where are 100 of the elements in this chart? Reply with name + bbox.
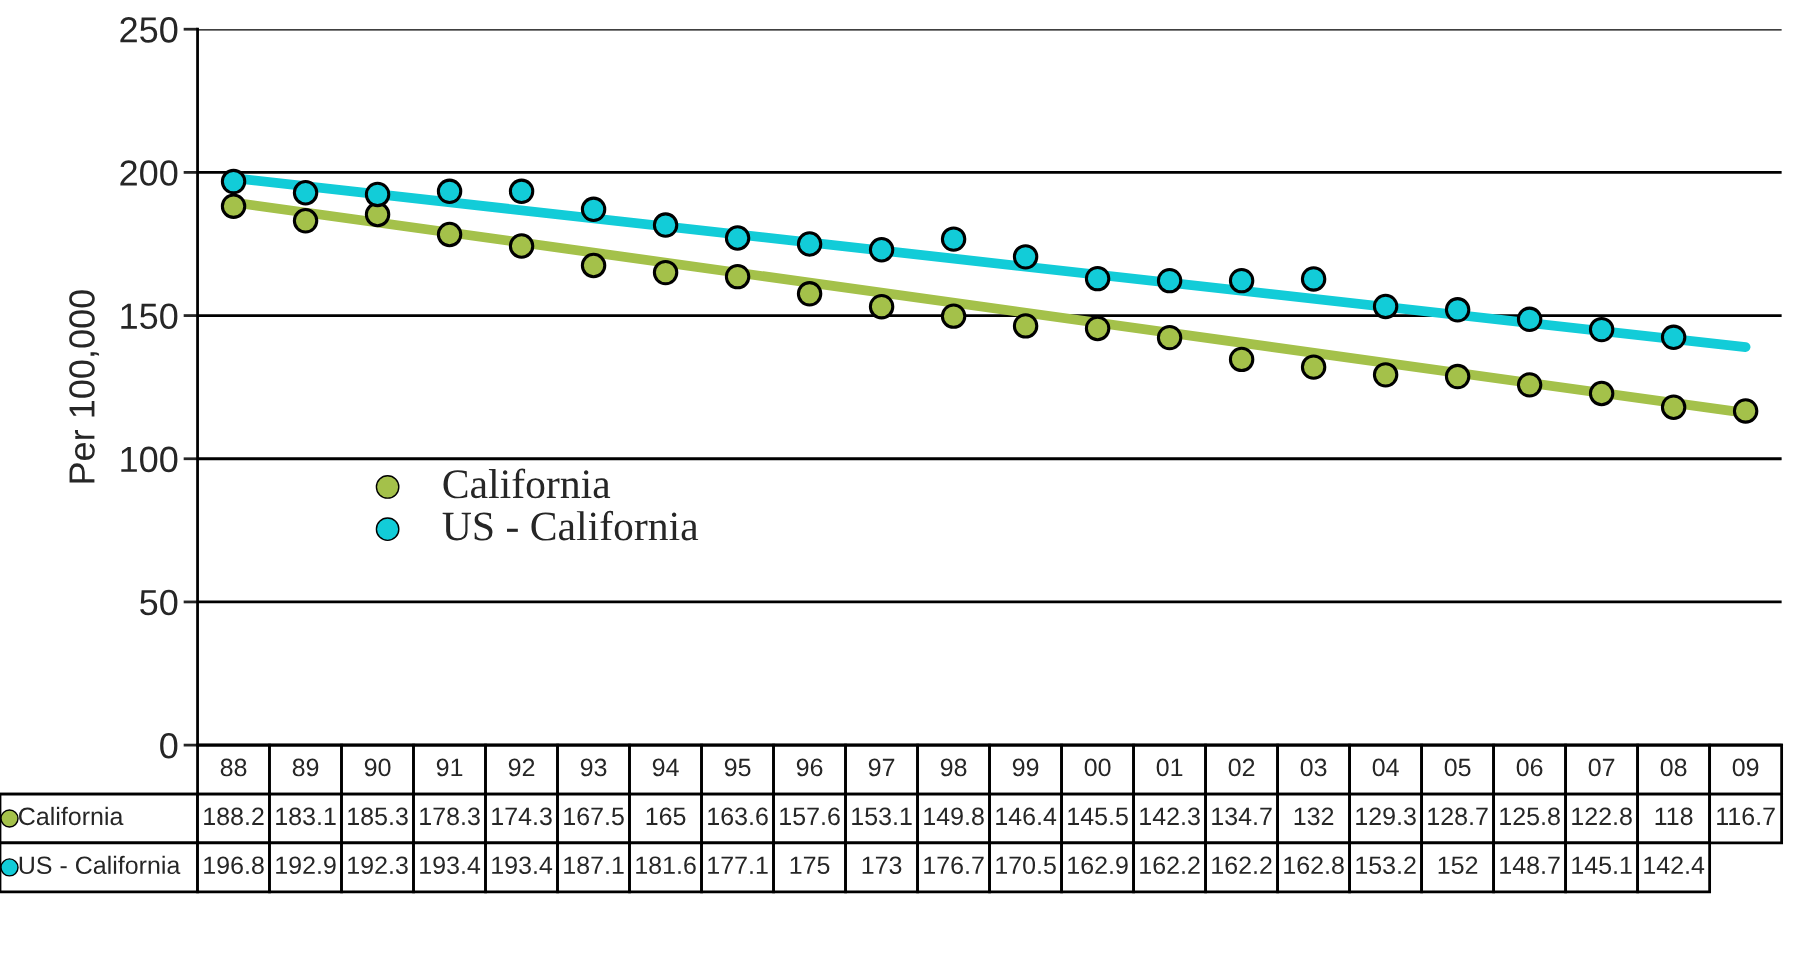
point [1444, 363, 1471, 390]
point [868, 236, 895, 263]
data-label: 148.7 [1500, 856, 1560, 875]
x-tick-label: 07 [1588, 758, 1615, 777]
x-tick-label: 05 [1444, 758, 1471, 777]
point [724, 263, 751, 290]
point [1732, 398, 1759, 424]
data-label: 185.3 [348, 807, 408, 826]
y-tick-label: 0 [160, 732, 178, 759]
x-tick-label: 91 [436, 758, 463, 777]
x-tick-label: 03 [1300, 758, 1327, 777]
point [436, 221, 463, 248]
legend-label: California [443, 468, 611, 499]
point [940, 226, 967, 252]
point [1300, 266, 1327, 292]
data-label: 146.4 [996, 807, 1057, 826]
point [364, 181, 391, 208]
data-label: 196.8 [204, 856, 264, 875]
point [796, 231, 823, 257]
text: US - California [19, 855, 181, 875]
x-tick-label: 96 [796, 758, 823, 777]
data-label: 178.3 [420, 807, 480, 826]
x-tick-label: 97 [868, 758, 895, 777]
point [220, 168, 247, 195]
point [652, 259, 679, 286]
x-tick-label: 08 [1660, 758, 1687, 777]
x-tick-label: 93 [580, 758, 607, 777]
data-label: 149.8 [924, 807, 984, 826]
point [1156, 324, 1183, 351]
point [724, 225, 751, 251]
data-label: 170.5 [996, 856, 1056, 875]
data-label: 183.1 [276, 807, 336, 826]
data-label: 167.5 [564, 807, 624, 826]
point [1588, 316, 1615, 343]
point [1588, 380, 1615, 407]
point [1012, 313, 1039, 339]
point [1012, 244, 1039, 270]
point [292, 208, 319, 234]
point [580, 252, 607, 279]
data-label: 193.4 [492, 856, 553, 875]
point [796, 281, 823, 307]
data-label: 142.4 [1644, 856, 1705, 874]
data-label: 192.9 [276, 856, 336, 875]
x-tick-label: 95 [724, 758, 751, 777]
point [508, 233, 535, 259]
point [1372, 362, 1399, 388]
x-tick-label: 02 [1228, 758, 1255, 777]
x-tick-label: 92 [508, 758, 535, 777]
data-label: 134.7 [1212, 807, 1272, 826]
x-tick-label: 01 [1156, 758, 1183, 777]
data-label: 181.6 [636, 856, 696, 875]
x-tick-label: 89 [292, 758, 319, 777]
point [436, 178, 463, 205]
point [1084, 265, 1111, 292]
y-tick-label: 200 [120, 160, 178, 186]
x-tick-label: 99 [1012, 758, 1039, 777]
data-label: 162.2 [1212, 856, 1272, 875]
data-label: 162.2 [1140, 856, 1200, 875]
point [1516, 306, 1543, 333]
point [868, 293, 895, 320]
data-label: 128.7 [1428, 807, 1488, 826]
data-label: 129.3 [1356, 807, 1416, 826]
data-label: 118 [1655, 807, 1693, 826]
data-label: 163.6 [708, 807, 768, 826]
data-label: 192.3 [348, 856, 408, 875]
data-label: 162.9 [1068, 856, 1128, 875]
point [1516, 372, 1543, 398]
x-tick-label: 04 [1372, 758, 1399, 777]
y-tick-label: 100 [121, 446, 178, 473]
point [580, 196, 607, 223]
data-label: 145.5 [1068, 807, 1128, 826]
data-label: 122.8 [1572, 807, 1632, 826]
data-label: 176.7 [924, 856, 984, 875]
x-tick-label: 98 [940, 758, 967, 777]
data-label: 145.1 [1572, 856, 1632, 875]
y-axis-title: Per 100,000 [69, 290, 100, 483]
data-label: 132 [1294, 807, 1334, 826]
data-label: 173 [862, 856, 902, 875]
data-label: 165 [646, 807, 686, 826]
data-label: 187.1 [564, 856, 624, 875]
y-tick-label: 150 [121, 303, 178, 330]
x-tick-label: 00 [1084, 758, 1111, 777]
point [508, 178, 535, 205]
y-tick-label: 50 [140, 589, 178, 616]
point [940, 303, 967, 329]
data-label: 188.2 [204, 807, 264, 826]
data-label: 193.4 [420, 856, 481, 875]
x-tick-label: 06 [1516, 758, 1543, 777]
text: California [19, 806, 124, 826]
point [1156, 267, 1183, 294]
data-label: 125.8 [1500, 807, 1560, 826]
point [1444, 297, 1471, 323]
data-label: 142.3 [1140, 807, 1200, 826]
point [1228, 267, 1255, 294]
x-tick-label: 90 [364, 758, 391, 777]
point [1660, 394, 1687, 420]
point [1300, 354, 1327, 380]
data-label: 153.2 [1356, 856, 1416, 875]
point [1372, 293, 1399, 320]
data-label: 162.8 [1284, 856, 1344, 875]
